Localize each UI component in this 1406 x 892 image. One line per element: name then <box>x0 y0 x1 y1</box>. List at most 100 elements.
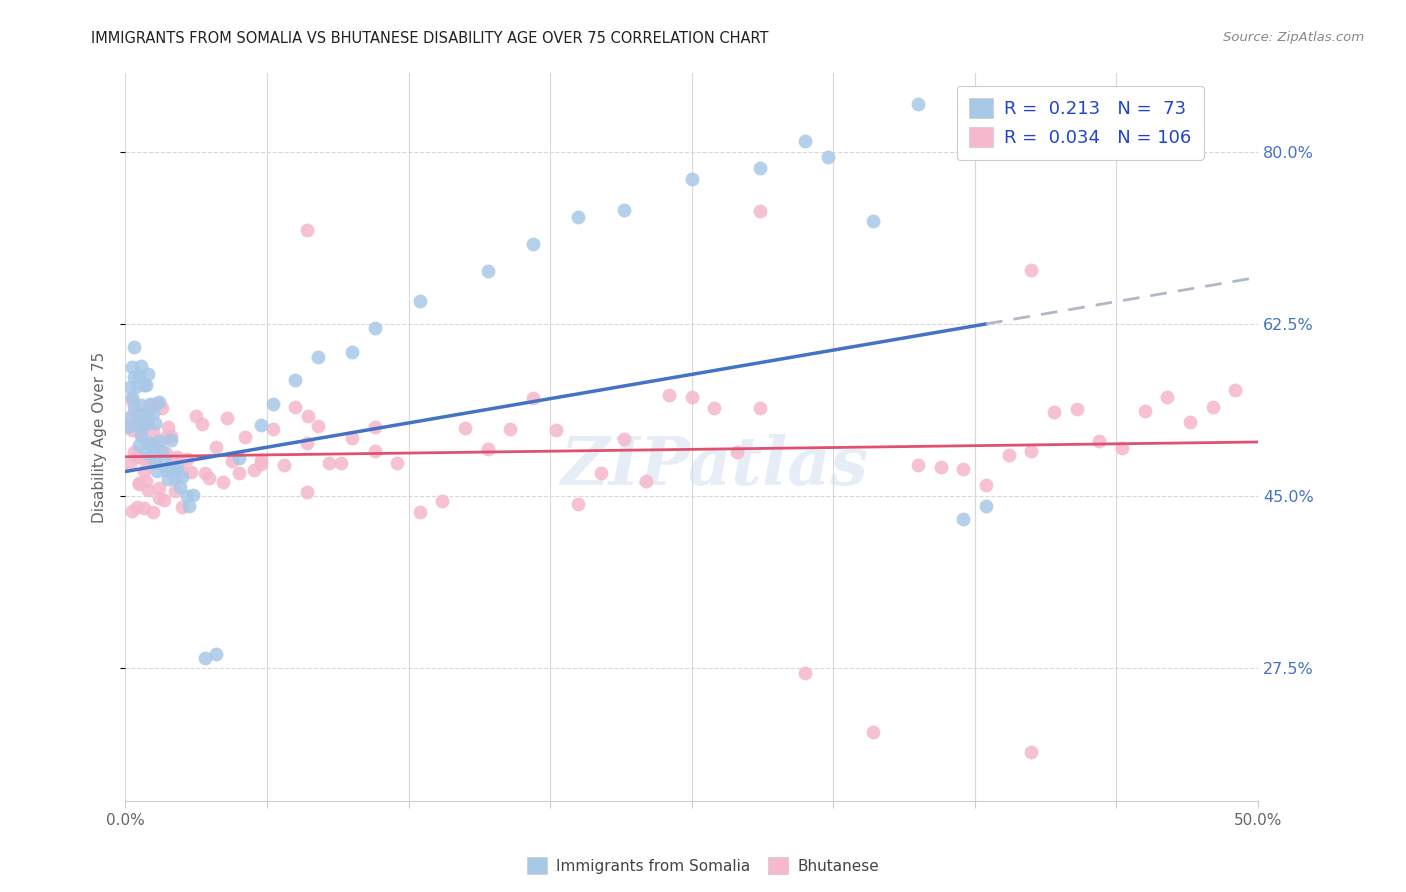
Point <box>191 417 214 431</box>
Point <box>135 475 157 489</box>
Point <box>135 446 157 460</box>
Point <box>142 424 165 438</box>
Point <box>166 461 188 475</box>
Point <box>499 421 522 435</box>
Point <box>118 409 141 424</box>
Point <box>1021 262 1043 277</box>
Point <box>150 401 173 415</box>
Point <box>143 455 166 469</box>
Point <box>139 436 162 450</box>
Point <box>165 471 187 485</box>
Point <box>235 429 257 443</box>
Point <box>165 483 187 498</box>
Point <box>135 377 157 392</box>
Point <box>454 420 477 434</box>
Point <box>121 504 143 518</box>
Point <box>124 445 146 459</box>
Point <box>124 399 146 413</box>
Point <box>153 453 176 467</box>
Text: IMMIGRANTS FROM SOMALIA VS BHUTANESE DISABILITY AGE OVER 75 CORRELATION CHART: IMMIGRANTS FROM SOMALIA VS BHUTANESE DIS… <box>91 31 769 46</box>
Point <box>262 397 284 411</box>
Point <box>129 427 152 442</box>
Point <box>658 388 681 402</box>
Point <box>243 463 266 477</box>
Point <box>952 462 974 476</box>
Point <box>974 499 997 513</box>
Point <box>748 401 770 416</box>
Point <box>228 466 250 480</box>
Point <box>194 651 217 665</box>
Point <box>544 423 567 437</box>
Point <box>132 378 155 392</box>
Point <box>997 102 1019 116</box>
Point <box>522 236 544 251</box>
Point <box>128 368 150 383</box>
Legend: Immigrants from Somalia, Bhutanese: Immigrants from Somalia, Bhutanese <box>520 851 886 880</box>
Point <box>273 458 295 472</box>
Point <box>135 417 157 431</box>
Point <box>118 380 141 394</box>
Point <box>136 436 159 450</box>
Point <box>262 422 284 436</box>
Point <box>1021 444 1043 458</box>
Point <box>997 448 1019 462</box>
Point <box>136 407 159 421</box>
Point <box>177 499 200 513</box>
Point <box>409 505 432 519</box>
Point <box>221 454 243 468</box>
Point <box>409 294 432 309</box>
Point <box>132 500 155 515</box>
Point <box>150 444 173 458</box>
Point <box>703 401 725 415</box>
Point <box>363 419 385 434</box>
Point <box>146 396 169 410</box>
Point <box>793 134 815 148</box>
Point <box>477 264 499 278</box>
Point <box>307 350 329 364</box>
Point <box>363 321 385 335</box>
Point <box>136 414 159 428</box>
Point <box>340 344 363 359</box>
Point <box>129 398 152 412</box>
Point <box>170 500 193 514</box>
Point <box>132 452 155 467</box>
Point <box>295 223 318 237</box>
Point <box>318 456 340 470</box>
Point <box>205 647 228 661</box>
Point <box>146 464 169 478</box>
Point <box>162 453 184 467</box>
Point <box>198 470 221 484</box>
Point <box>117 417 139 431</box>
Point <box>155 463 177 477</box>
Point <box>124 340 146 354</box>
Point <box>148 443 170 458</box>
Point <box>681 172 703 186</box>
Point <box>1021 745 1043 759</box>
Point <box>1043 405 1066 419</box>
Y-axis label: Disability Age Over 75: Disability Age Over 75 <box>93 351 107 523</box>
Point <box>125 450 148 464</box>
Point <box>128 476 150 491</box>
Point <box>862 213 884 227</box>
Point <box>128 475 150 490</box>
Point <box>121 423 143 437</box>
Point <box>157 419 180 434</box>
Point <box>217 411 239 425</box>
Point <box>143 416 166 430</box>
Point <box>636 474 658 488</box>
Point <box>1201 400 1223 414</box>
Point <box>153 492 176 507</box>
Point <box>143 437 166 451</box>
Point <box>284 400 307 414</box>
Text: Source: ZipAtlas.com: Source: ZipAtlas.com <box>1223 31 1364 45</box>
Point <box>136 483 159 498</box>
Point <box>148 481 170 495</box>
Point <box>329 456 352 470</box>
Point <box>148 395 170 409</box>
Point <box>340 431 363 445</box>
Point <box>295 485 318 500</box>
Point <box>136 368 159 382</box>
Point <box>125 379 148 393</box>
Point <box>748 161 770 176</box>
Point <box>166 450 188 464</box>
